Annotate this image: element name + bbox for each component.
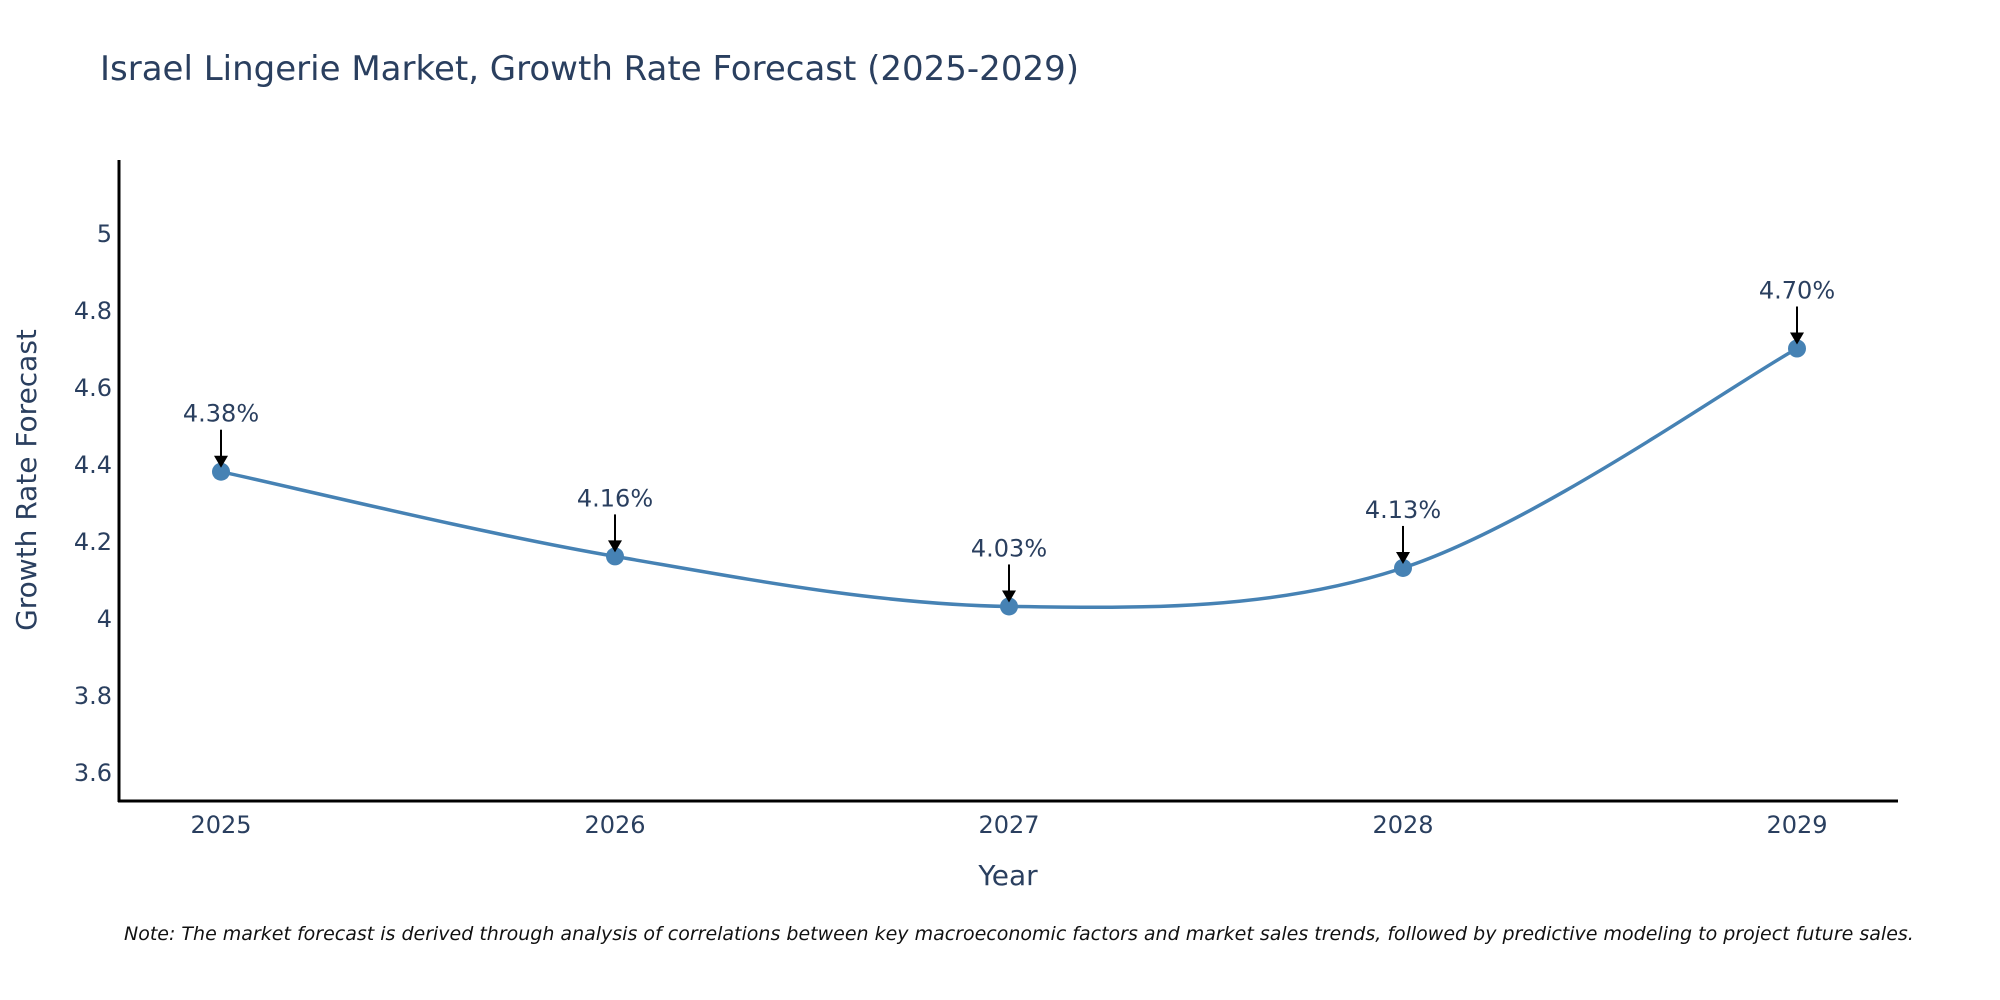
data-label: 4.16% [577, 484, 653, 512]
data-label: 4.13% [1365, 496, 1441, 524]
data-label: 4.38% [183, 400, 259, 428]
chart-note: Note: The market forecast is derived thr… [124, 923, 1914, 945]
y-axis-ticks: 3.6 3.8 4 4.2 4.4 4.6 4.8 5 [74, 220, 112, 787]
x-tick-label: 2029 [1766, 811, 1827, 839]
x-axis-title: Year [977, 859, 1038, 892]
y-tick-label: 3.8 [74, 682, 112, 710]
y-tick-label: 4.8 [74, 297, 112, 325]
y-axis-title: Growth Rate Forecast [10, 329, 43, 631]
data-point[interactable] [606, 547, 624, 566]
annotation-arrowhead [214, 455, 228, 468]
annotation-arrowhead [608, 540, 622, 553]
y-tick-label: 4.4 [74, 451, 112, 479]
data-point[interactable] [212, 462, 230, 481]
series-growth-rate [212, 339, 1806, 616]
x-axis-ticks: 2025 2026 2027 2028 2029 [190, 811, 1827, 839]
y-tick-label: 4.6 [74, 374, 112, 402]
data-point[interactable] [1000, 597, 1018, 616]
x-tick-label: 2025 [190, 811, 251, 839]
annotation-arrowhead [1790, 332, 1804, 345]
data-label: 4.03% [971, 534, 1047, 562]
annotation-arrowhead [1002, 590, 1016, 603]
x-tick-label: 2028 [1372, 811, 1433, 839]
data-labels: 4.38% 4.16% 4.03% 4.13% 4.70% [183, 277, 1835, 603]
x-tick-label: 2027 [978, 811, 1039, 839]
y-tick-label: 4.2 [74, 528, 112, 556]
data-point[interactable] [1394, 558, 1412, 577]
y-tick-label: 3.6 [74, 759, 112, 787]
data-label: 4.70% [1759, 277, 1835, 305]
x-tick-label: 2026 [584, 811, 645, 839]
chart-title: Israel Lingerie Market, Growth Rate Fore… [100, 49, 1079, 89]
annotation-arrowhead [1396, 551, 1410, 564]
data-point[interactable] [1788, 339, 1806, 358]
y-tick-label: 5 [97, 220, 112, 248]
y-tick-label: 4 [97, 605, 112, 633]
